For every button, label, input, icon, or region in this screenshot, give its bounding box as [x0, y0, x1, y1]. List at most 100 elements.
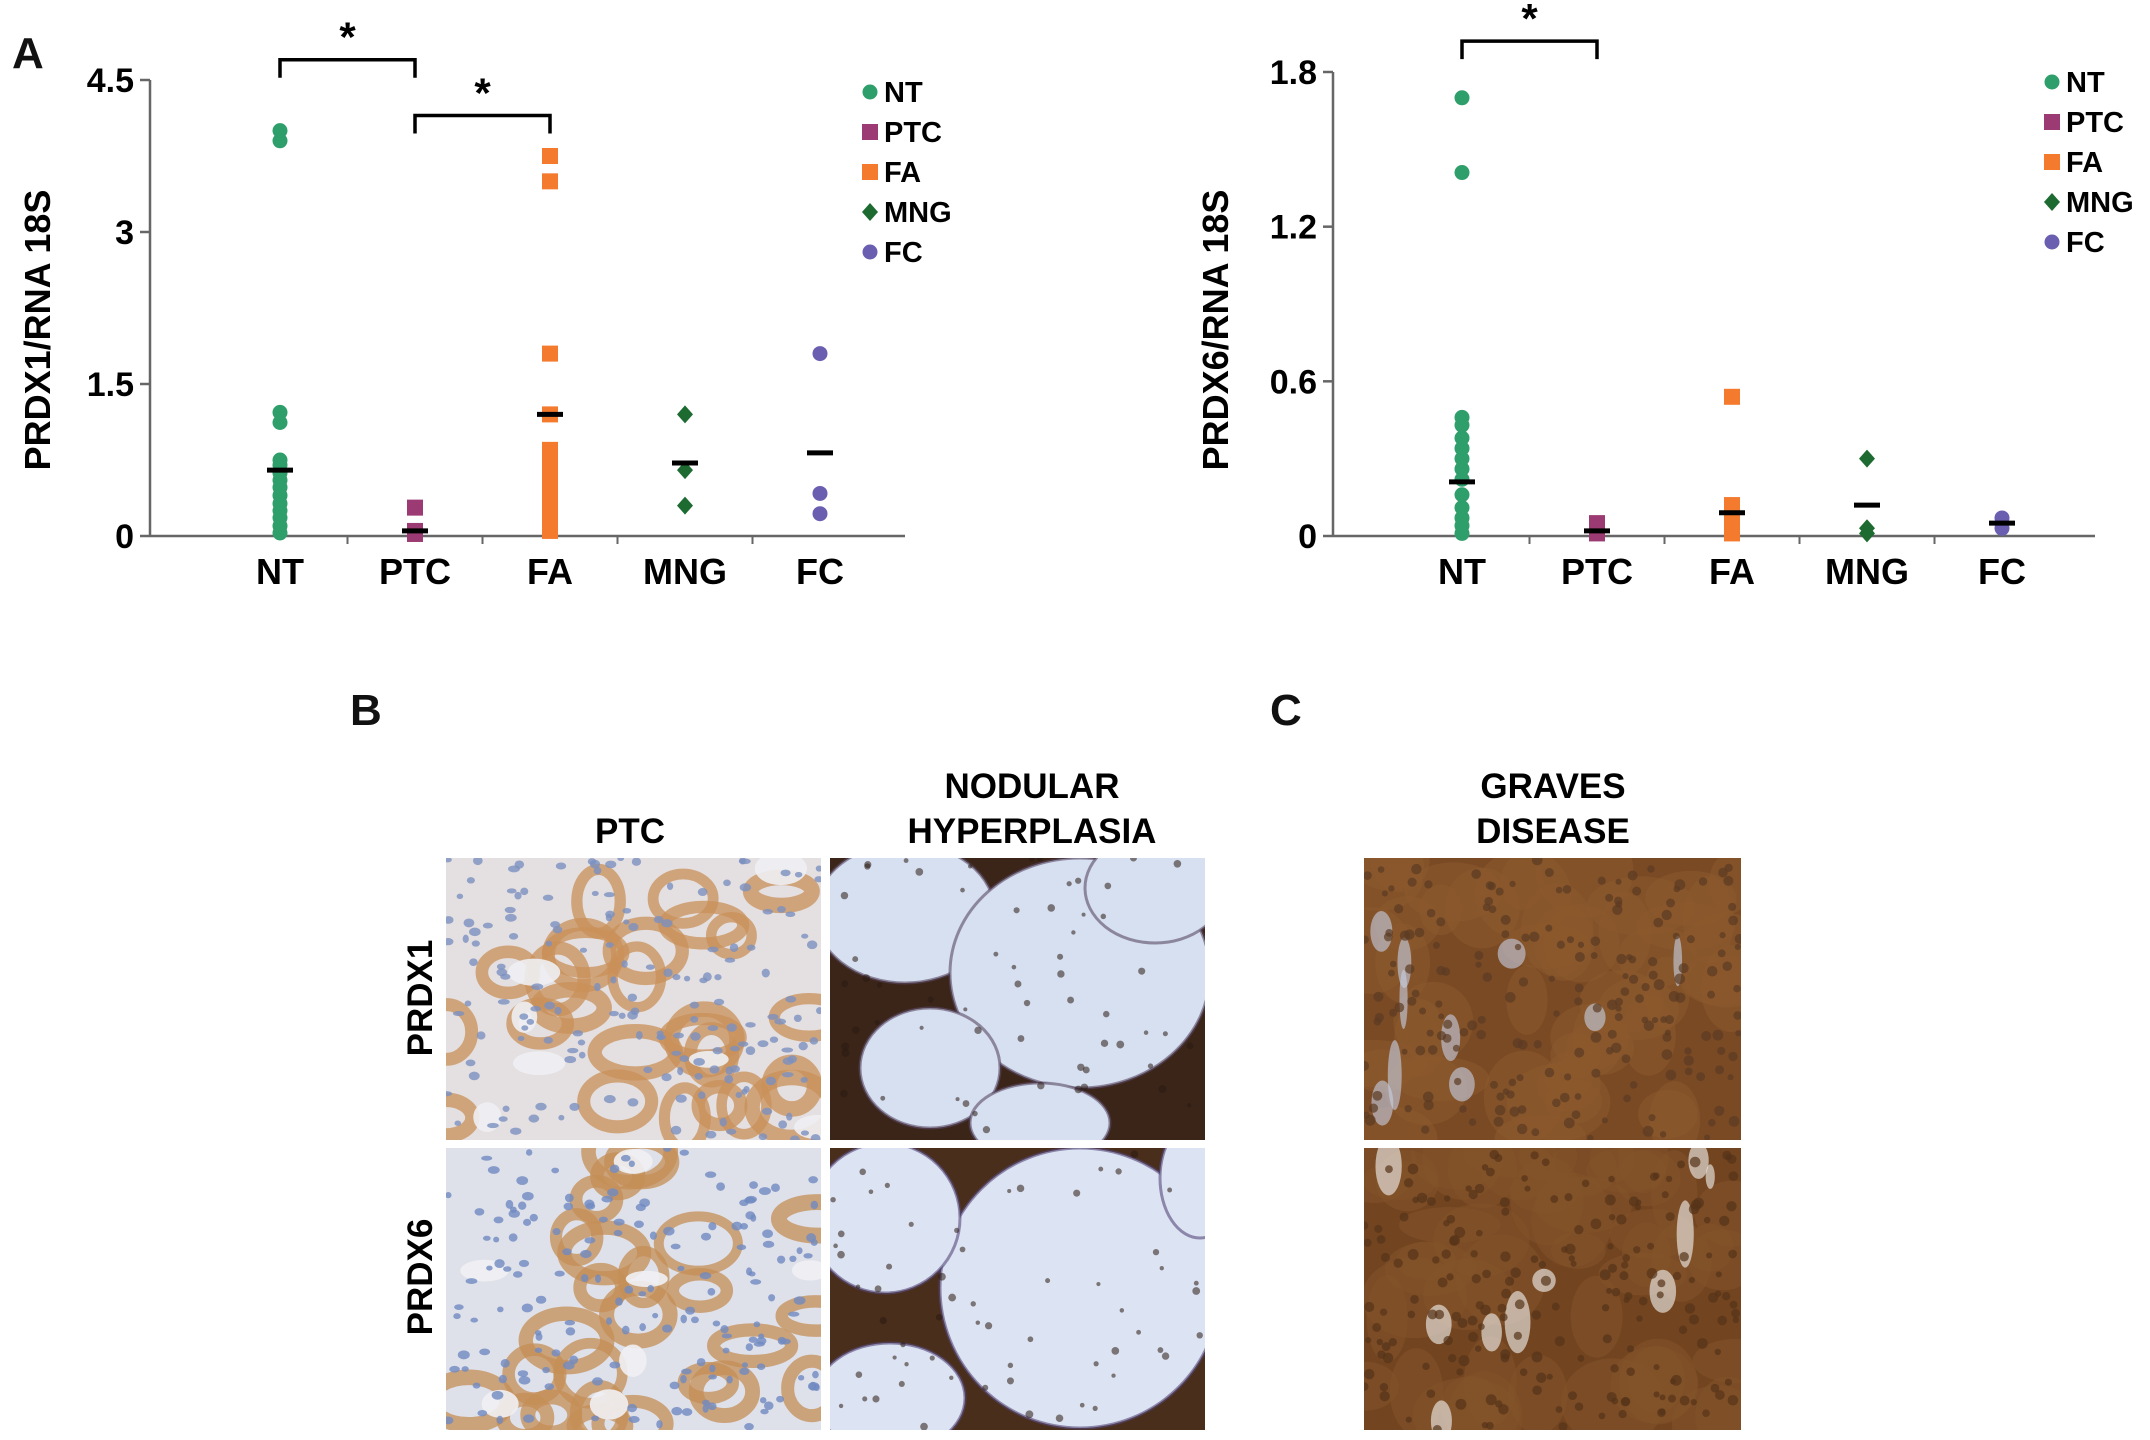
- data-point-mng: [1859, 524, 1875, 543]
- data-point-nt: [272, 525, 288, 541]
- data-point-ptc: [407, 525, 423, 542]
- y-tick-label: 4.5: [87, 62, 134, 100]
- legend-label-nt: NT: [884, 77, 923, 109]
- data-point-nt: [1454, 500, 1470, 516]
- row-title-prdx6: PRDX6: [401, 1219, 440, 1336]
- data-point-fa: [542, 469, 558, 486]
- data-point-nt: [1454, 440, 1470, 456]
- data-point-nt: [1454, 165, 1470, 181]
- data-point-fa: [1724, 497, 1740, 514]
- x-tick-label: FA: [1709, 551, 1755, 592]
- data-point-ptc: [407, 499, 423, 516]
- significance-star: *: [1521, 0, 1538, 42]
- column-title-line: DISEASE: [1476, 812, 1630, 851]
- y-tick-label: 0.6: [1270, 363, 1317, 401]
- y-tick-label: 0: [1298, 518, 1317, 556]
- x-tick-label: MNG: [643, 551, 727, 592]
- column-title-graves-disease: GRAVES DISEASE: [1476, 767, 1630, 851]
- column-title-nodular-hyperplasia: NODULAR HYPERPLASIA: [908, 767, 1157, 851]
- y-tick-label: 1.2: [1270, 209, 1317, 247]
- legend-label-ptc: PTC: [884, 117, 942, 149]
- legend-label-ptc: PTC: [2066, 107, 2124, 139]
- legend-marker-nt: [2044, 74, 2060, 90]
- data-point-fc: [812, 346, 828, 362]
- data-point-fa: [542, 441, 558, 458]
- y-tick-label: 1.8: [1270, 54, 1317, 92]
- data-point-fa: [542, 148, 558, 164]
- significance-bracket: [1460, 39, 1599, 60]
- column-title-ptc: PTC: [595, 812, 665, 851]
- column-title-line: PTC: [595, 812, 665, 851]
- micrograph-layer: [446, 858, 1741, 1430]
- legend-marker-nt: [862, 84, 878, 100]
- data-point-mng: [677, 461, 693, 480]
- panel-letter-c: C: [1270, 686, 1302, 735]
- y-tick-label: 0: [115, 518, 134, 556]
- data-point-nt: [1454, 525, 1470, 541]
- data-point-fa: [542, 173, 558, 190]
- legend-marker-fa: [2044, 154, 2060, 170]
- data-point-nt: [1454, 487, 1470, 503]
- legend-label-fc: FC: [884, 237, 923, 269]
- legend-label-mng: MNG: [884, 197, 952, 229]
- significance-star: *: [339, 14, 356, 61]
- micrograph-ptc-prdx1: [446, 858, 821, 1140]
- legend-marker-fc: [862, 244, 878, 260]
- legend-marker-fc: [2044, 234, 2060, 250]
- micrograph-gd-prdx1: [1364, 858, 1741, 1140]
- data-point-nt: [1454, 471, 1470, 487]
- panel-letter-a: A: [12, 29, 44, 78]
- x-tick-label: PTC: [379, 551, 451, 592]
- x-tick-label: FC: [796, 551, 844, 592]
- column-title-line: NODULAR: [945, 767, 1120, 806]
- micrograph-nh-prdx6: [830, 1148, 1205, 1430]
- x-tick-label: PTC: [1561, 551, 1633, 592]
- data-point-fa: [1724, 388, 1740, 405]
- y-tick-label: 1.5: [87, 366, 134, 404]
- data-point-fc: [812, 506, 828, 522]
- data-point-nt: [1454, 461, 1470, 477]
- data-point-mng: [1859, 449, 1875, 468]
- legend-label-fc: FC: [2066, 227, 2105, 259]
- x-tick-label: NT: [256, 551, 304, 592]
- prdx1-y-axis-label: PRDX1/RNA 18S: [17, 190, 58, 471]
- legend-label-mng: MNG: [2066, 187, 2134, 219]
- y-tick-label: 3: [115, 214, 134, 252]
- panel-letter-b: B: [350, 686, 382, 735]
- data-point-fa: [1724, 525, 1740, 542]
- prdx1-scatter-chart: PRDX1/RNA 18S 0 1.5 3 4.5 NT PTC FA MNG FC * * NT PT…: [17, 14, 952, 592]
- column-title-line: HYPERPLASIA: [908, 812, 1157, 851]
- data-point-nt: [1454, 90, 1470, 106]
- x-tick-label: FC: [1978, 551, 2026, 592]
- prdx6-scatter-chart: PRDX6/RNA 18S 0 0.6 1.2 1.8 NT PTC FA MNG FC * NT P…: [1195, 0, 2134, 592]
- histology-panels: PTC NODULAR HYPERPLASIA GRAVES DISEASE PRD…: [401, 767, 1741, 1430]
- data-point-mng: [677, 405, 693, 424]
- data-point-nt: [1454, 430, 1470, 446]
- data-point-nt: [1454, 417, 1470, 433]
- data-point-fa: [542, 457, 558, 474]
- data-point-fc: [812, 485, 828, 501]
- x-tick-label: NT: [1438, 551, 1486, 592]
- legend-marker-ptc: [862, 124, 878, 140]
- prdx6-y-axis-label: PRDX6/RNA 18S: [1195, 190, 1236, 471]
- significance-bracket: [413, 113, 552, 134]
- micrograph-gd-prdx6: [1364, 1148, 1741, 1430]
- x-tick-label: FA: [527, 551, 573, 592]
- legend-label-fa: FA: [2066, 147, 2103, 179]
- significance-star: *: [474, 69, 491, 116]
- legend-marker-fa: [862, 164, 878, 180]
- data-point-nt: [1454, 451, 1470, 467]
- micrograph-ptc-prdx6: [446, 1148, 821, 1430]
- data-point-fa: [542, 345, 558, 362]
- data-point-nt: [272, 133, 288, 149]
- legend-label-nt: NT: [2066, 67, 2105, 99]
- data-point-mng: [677, 496, 693, 515]
- micrograph-nh-prdx1: [830, 858, 1205, 1140]
- data-point-fa: [542, 522, 558, 539]
- significance-bracket: [278, 57, 417, 78]
- legend-marker-mng: [2044, 193, 2060, 211]
- column-title-line: GRAVES: [1480, 767, 1625, 806]
- x-tick-label: MNG: [1825, 551, 1909, 592]
- legend-marker-ptc: [2044, 114, 2060, 130]
